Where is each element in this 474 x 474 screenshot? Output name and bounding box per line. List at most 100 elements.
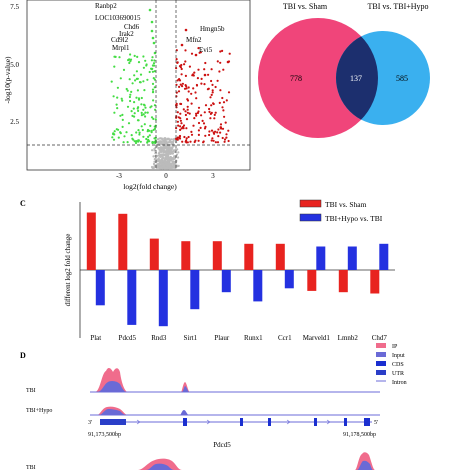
volcano-point <box>219 126 222 129</box>
volcano-point <box>186 108 189 111</box>
volcano-point <box>189 140 192 143</box>
legend-swatch-ip <box>376 343 386 348</box>
volcano-point <box>165 141 168 144</box>
volcano-point <box>195 97 198 100</box>
volcano-point <box>210 79 213 83</box>
strand-arrows <box>136 419 331 425</box>
volcano-point <box>208 130 211 133</box>
volcano-point <box>115 128 118 131</box>
volcano-point <box>219 131 222 134</box>
volcano-point <box>185 85 188 88</box>
volcano-point <box>144 106 147 109</box>
volcano-point <box>202 141 205 144</box>
volcano-point <box>197 121 201 125</box>
volcano-point <box>143 123 146 126</box>
volcano-point <box>192 87 195 90</box>
volcano-point <box>158 141 161 144</box>
volcano-point <box>176 111 179 114</box>
volcano-point <box>169 147 172 150</box>
volcano-point <box>200 77 203 80</box>
volcano-point <box>139 73 143 76</box>
volcano-point <box>214 141 217 144</box>
volcano-point <box>221 49 224 53</box>
venn-left-count: 778 <box>290 74 302 83</box>
input-peak <box>357 460 373 470</box>
volcano-point <box>165 164 168 167</box>
volcano-point <box>196 111 199 115</box>
bar-tbi-vs-sham <box>370 270 380 294</box>
volcano-point <box>181 125 185 129</box>
volcano-point <box>213 132 216 135</box>
volcano-point <box>195 112 198 115</box>
volcano-point <box>152 155 155 158</box>
volcano-point <box>178 65 182 68</box>
volcano-point <box>160 149 163 152</box>
volcano-point <box>153 86 156 89</box>
volcano-point <box>198 51 201 54</box>
volcano-point <box>171 152 174 155</box>
volcano-point <box>171 141 174 144</box>
bar-category-label: Sirt1 <box>183 334 197 342</box>
volcano-point <box>136 77 139 80</box>
venn-right-title: TBI vs. TBI+Hypo <box>367 2 428 11</box>
volcano-point <box>185 118 189 121</box>
volcano-point <box>150 165 154 169</box>
volcano-point <box>221 136 224 140</box>
volcano-point <box>123 135 126 138</box>
volcano-point <box>208 133 211 137</box>
volcano-point <box>151 56 154 59</box>
volcano-point <box>227 139 230 143</box>
gene-exon <box>364 418 370 426</box>
volcano-point <box>137 129 140 132</box>
volcano-point <box>206 88 209 91</box>
volcano-point <box>131 82 134 85</box>
volcano-point <box>117 136 120 139</box>
volcano-point <box>190 130 193 133</box>
volcano-point <box>190 52 194 55</box>
coverage-tracks-panel: D IP Input CDS UTR Intron TBI TBI+Hypo 3… <box>20 343 407 471</box>
strand-left-label: 3' <box>88 420 92 426</box>
volcano-point <box>210 129 214 132</box>
volcano-point <box>169 163 173 166</box>
volcano-point <box>139 140 142 143</box>
volcano-point <box>112 95 115 98</box>
x-tick-label: 0 <box>164 172 168 180</box>
track-label-tbi-hypo: TBI+Hypo <box>26 408 52 414</box>
volcano-point <box>222 101 226 104</box>
volcano-x-axis-label: log2(fold change) <box>123 182 177 191</box>
venn-right-count: 585 <box>396 74 408 83</box>
volcano-point <box>118 56 121 59</box>
volcano-point <box>148 70 151 74</box>
input-peak <box>97 380 127 392</box>
input-peak <box>182 386 189 392</box>
volcano-point <box>147 135 150 138</box>
volcano-point <box>219 61 222 64</box>
volcano-point <box>197 133 200 136</box>
volcano-point <box>192 124 195 127</box>
volcano-point <box>156 138 160 141</box>
volcano-point <box>227 91 231 94</box>
volcano-point <box>116 86 119 89</box>
bar-marks <box>86 212 389 327</box>
volcano-point <box>136 89 139 92</box>
volcano-point <box>156 160 159 163</box>
volcano-point <box>184 110 187 113</box>
volcano-point <box>150 59 153 62</box>
volcano-point <box>113 111 116 114</box>
gene-exon <box>183 418 187 426</box>
volcano-point <box>226 60 230 64</box>
gene-exon <box>344 418 347 426</box>
volcano-point <box>227 129 230 132</box>
volcano-point <box>180 122 183 125</box>
volcano-point <box>159 143 162 146</box>
volcano-point <box>142 108 145 111</box>
volcano-point <box>166 153 169 157</box>
volcano-point <box>133 101 136 104</box>
volcano-point <box>135 140 138 143</box>
volcano-point <box>140 96 143 100</box>
legend-swatch-series-1 <box>299 199 322 208</box>
gene-model <box>100 418 372 426</box>
volcano-point <box>130 110 133 113</box>
volcano-point <box>125 131 128 134</box>
bar-category-label: Plat <box>90 334 101 342</box>
